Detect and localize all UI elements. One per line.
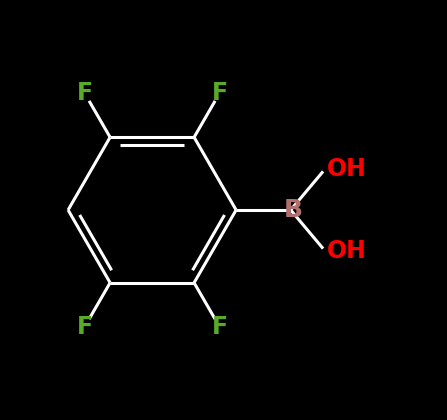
Text: B: B [283, 198, 302, 222]
Text: F: F [212, 315, 228, 339]
Text: OH: OH [326, 239, 367, 262]
Text: OH: OH [326, 158, 367, 181]
Text: F: F [76, 81, 93, 105]
Text: F: F [76, 315, 93, 339]
Text: F: F [212, 81, 228, 105]
